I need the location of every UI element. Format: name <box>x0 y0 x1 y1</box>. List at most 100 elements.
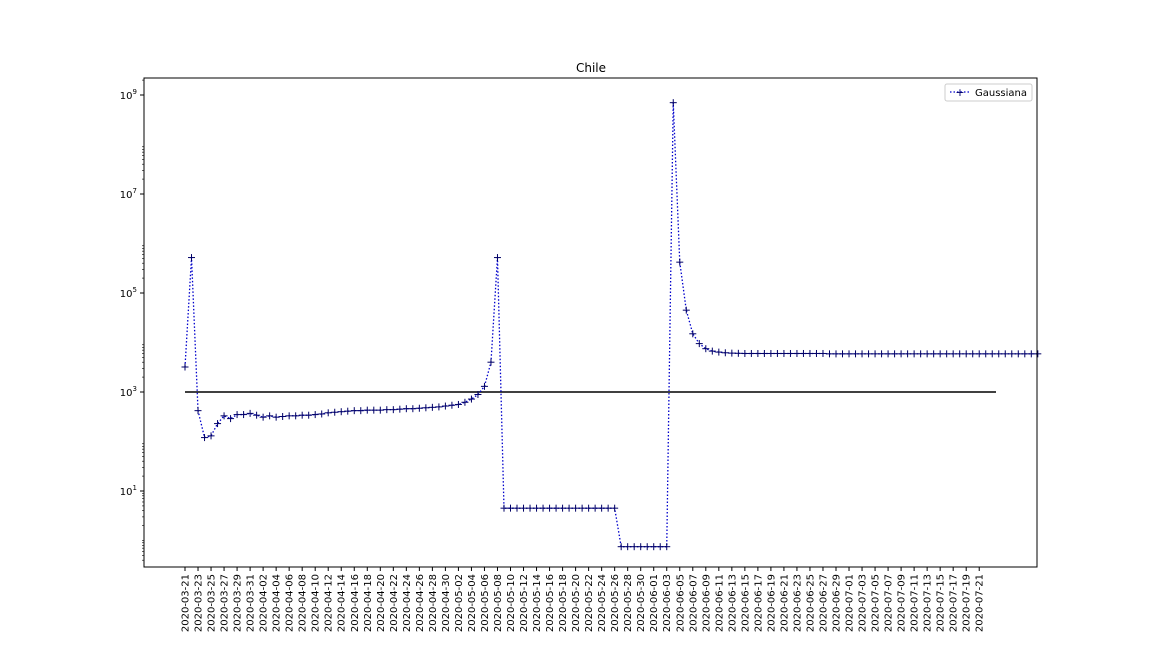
chart-title: Chile <box>576 61 606 75</box>
data-point <box>383 406 391 414</box>
data-point <box>1014 350 1022 358</box>
x-tick-label: 2020-05-30 <box>636 574 647 632</box>
data-point <box>1008 350 1016 358</box>
x-tick-label: 2020-04-30 <box>441 574 452 632</box>
data-point <box>832 350 840 358</box>
data-point <box>533 504 541 512</box>
data-point <box>507 504 514 512</box>
x-tick-label: 2020-05-14 <box>532 574 543 632</box>
x-tick-label: 2020-05-26 <box>610 574 621 632</box>
legend: + Gaussiana <box>944 83 1033 102</box>
data-point <box>702 345 710 353</box>
x-tick-label: 2020-06-25 <box>805 574 816 632</box>
x-tick-label: 2020-07-05 <box>871 574 882 632</box>
data-point <box>930 350 938 358</box>
data-point <box>663 543 671 551</box>
x-tick-label: 2020-03-25 <box>207 574 218 632</box>
data-point <box>526 504 534 512</box>
data-point <box>682 306 690 314</box>
data-point <box>448 401 456 409</box>
data-point <box>611 504 619 512</box>
data-point <box>396 405 404 413</box>
x-tick-label: 2020-05-02 <box>454 574 465 632</box>
x-tick-label: 2020-06-15 <box>740 574 751 632</box>
data-point <box>370 406 378 414</box>
y-tick-label: 103 <box>120 385 137 399</box>
data-point <box>812 349 820 357</box>
data-point <box>904 350 912 358</box>
x-tick-label: 2020-07-17 <box>949 574 960 632</box>
data-point <box>311 411 319 419</box>
data-point <box>376 406 384 414</box>
data-point <box>624 543 632 551</box>
data-point <box>598 504 606 512</box>
data-point <box>461 398 469 406</box>
x-tick-label: 2020-04-10 <box>311 574 322 632</box>
y-tick-label: 107 <box>120 187 137 201</box>
data-point <box>559 504 567 512</box>
data-point <box>240 411 248 419</box>
x-tick-label: 2020-04-06 <box>285 574 296 632</box>
series-line-gaussiana <box>184 102 1038 548</box>
data-point <box>572 504 580 512</box>
x-tick-label: 2020-06-23 <box>792 574 803 632</box>
data-point <box>637 543 645 551</box>
x-tick-label: 2020-05-04 <box>467 574 478 632</box>
data-point <box>728 349 736 357</box>
data-point <box>415 404 423 412</box>
data-point <box>825 350 833 358</box>
data-point <box>845 350 853 358</box>
data-point <box>591 504 599 512</box>
x-tick-label: 2020-06-09 <box>701 574 712 632</box>
x-axis: 2020-03-21 2020-03-23 2020-03-25 2020-03-27… <box>181 567 986 632</box>
data-point <box>689 330 697 338</box>
x-tick-label: 2020-05-10 <box>506 574 517 632</box>
data-point <box>839 350 847 358</box>
x-tick-label: 2020-04-16 <box>350 574 361 632</box>
x-tick-label: 2020-06-27 <box>818 574 829 632</box>
x-tick-label: 2020-06-01 <box>649 574 660 632</box>
y-tick-label: 101 <box>120 484 137 498</box>
x-tick-label: 2020-07-19 <box>962 574 973 632</box>
x-tick-label: 2020-06-11 <box>714 574 725 632</box>
data-point <box>363 406 371 414</box>
x-tick-label: 2020-05-24 <box>597 574 608 632</box>
x-tick-label: 2020-07-01 <box>845 574 856 632</box>
data-point <box>493 254 501 262</box>
x-tick-label: 2020-06-13 <box>727 574 738 632</box>
data-point <box>891 350 899 358</box>
x-tick-label: 2020-07-11 <box>910 574 921 632</box>
data-point <box>949 350 957 358</box>
data-point <box>878 350 886 358</box>
data-point <box>806 349 814 357</box>
data-point <box>467 395 475 403</box>
x-tick-label: 2020-03-27 <box>220 574 231 632</box>
data-point <box>969 350 977 358</box>
data-point <box>500 504 508 512</box>
data-point <box>539 504 547 512</box>
data-point <box>819 349 827 357</box>
data-point <box>943 350 951 358</box>
x-tick-label: 2020-06-19 <box>766 574 777 632</box>
data-point <box>357 407 365 415</box>
data-point <box>884 350 892 358</box>
data-point <box>617 543 625 551</box>
x-tick-label: 2020-05-18 <box>558 574 569 632</box>
data-point <box>604 504 612 512</box>
data-point <box>1034 350 1042 358</box>
data-point <box>324 409 332 417</box>
data-point <box>272 413 280 421</box>
x-tick-label: 2020-06-07 <box>688 574 699 632</box>
data-point <box>695 340 703 348</box>
data-point <box>630 543 638 551</box>
x-tick-label: 2020-04-08 <box>298 574 309 632</box>
data-point <box>305 411 313 419</box>
data-point <box>988 350 996 358</box>
data-point <box>676 258 684 266</box>
data-point <box>266 412 274 420</box>
data-point <box>865 350 873 358</box>
data-point <box>760 349 768 357</box>
data-point <box>708 347 716 355</box>
y-axis: 101 103 105 107 109 <box>120 79 144 561</box>
